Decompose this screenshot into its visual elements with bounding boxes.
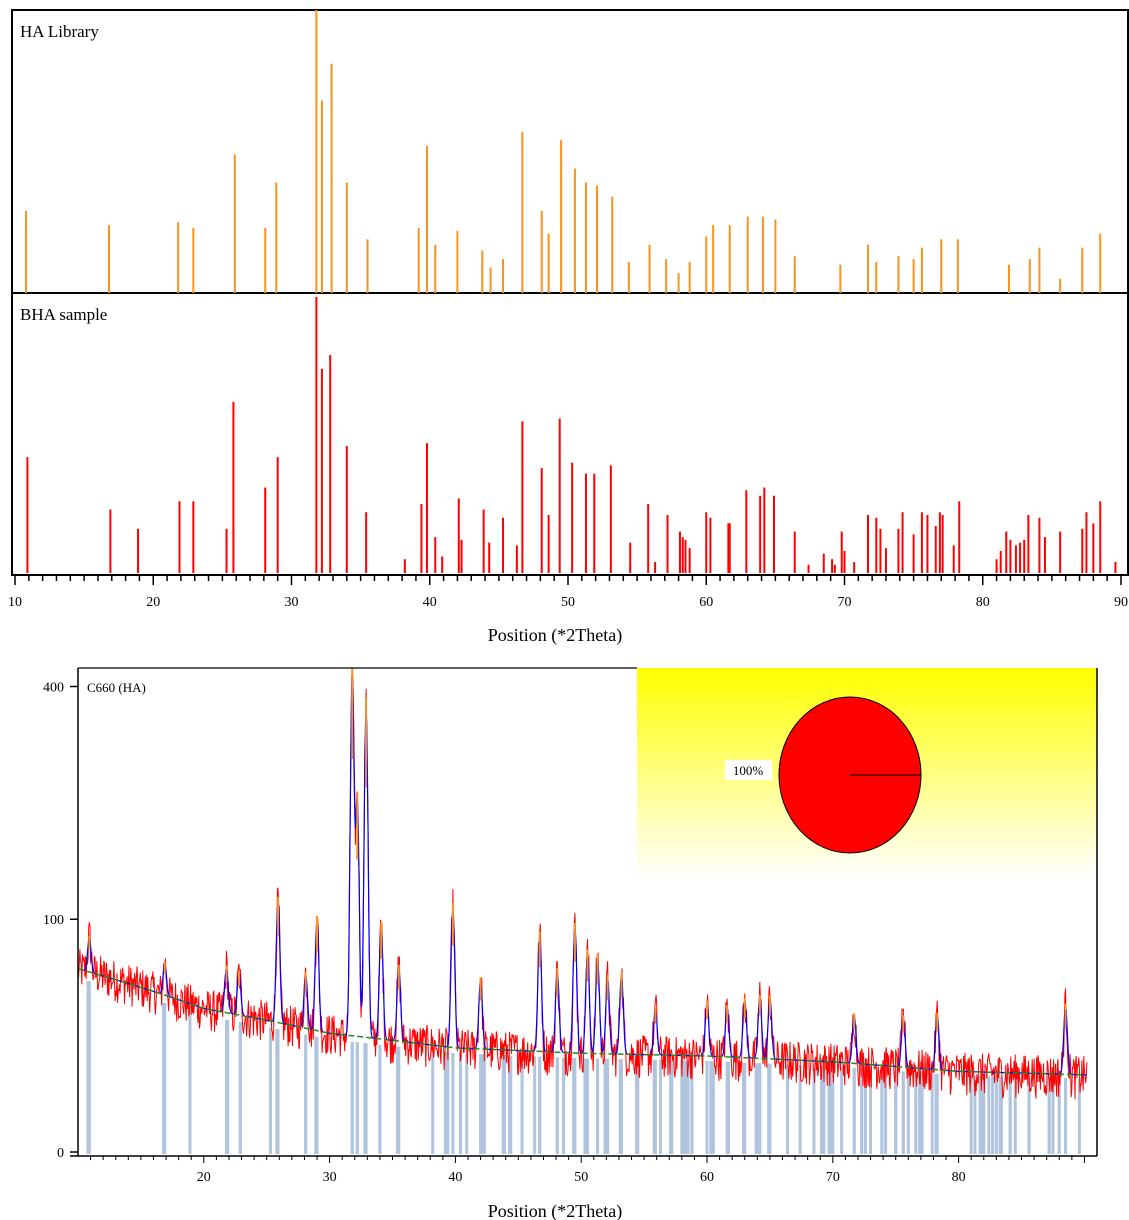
- x-tick-label: 30: [285, 595, 299, 610]
- x-tick-label: 30: [323, 1170, 337, 1185]
- x-tick-label: 50: [561, 595, 575, 610]
- x-tick-label: 10: [8, 595, 22, 610]
- x-tick-label: 60: [699, 595, 713, 610]
- top-chart: HA Library BHA sample 10 20 30 40 50 60 70 80 90…: [8, 9, 1129, 646]
- background-line: [78, 967, 1085, 1076]
- x-tick-label: 70: [838, 595, 852, 610]
- bha-sample-label: BHA sample: [20, 305, 107, 324]
- x-tick-label: 60: [700, 1170, 714, 1185]
- x-tick-label: 20: [146, 595, 160, 610]
- bottom-chart: 0 100 400 20 30 40 50 60 70 80 C660 (HA) 100% Po…: [43, 667, 1098, 1220]
- bottom-y-axis: 0 100 400: [43, 680, 78, 1161]
- inset-pie-label: 100%: [733, 763, 764, 778]
- y-tick-label: 400: [43, 680, 64, 695]
- x-tick-label: 70: [826, 1170, 840, 1185]
- y-tick-label: 0: [57, 1146, 64, 1161]
- y-tick-label: 100: [43, 913, 64, 928]
- x-tick-label: 40: [448, 1170, 462, 1185]
- observed-pattern-line: [78, 668, 1088, 1100]
- x-tick-label: 40: [423, 595, 437, 610]
- x-tick-label: 80: [976, 595, 990, 610]
- x-tick-label: 90: [1114, 595, 1128, 610]
- x-tick-label: 20: [197, 1170, 211, 1185]
- bottom-x-axis-title: Position (*2Theta): [488, 1201, 622, 1220]
- peak-markers: [88, 668, 1067, 1033]
- x-tick-label: 50: [574, 1170, 588, 1185]
- top-x-axis: 10 20 30 40 50 60 70 80 90: [8, 575, 1128, 610]
- inset-pie-label-box: [725, 760, 772, 780]
- ha-library-label: HA Library: [20, 22, 99, 41]
- top-x-axis-title: Position (*2Theta): [488, 625, 622, 646]
- bha-sample-peaks: [26, 297, 1117, 573]
- bottom-x-axis: 20 30 40 50 60 70 80: [90, 1156, 1085, 1185]
- x-tick-label: 80: [952, 1170, 966, 1185]
- bottom-chart-title: C660 (HA): [87, 680, 146, 695]
- reference-sticks: [86, 980, 1081, 1154]
- ha-library-peaks: [25, 10, 1102, 293]
